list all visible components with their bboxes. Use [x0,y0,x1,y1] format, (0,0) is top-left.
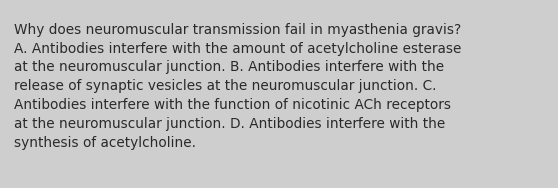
Text: Why does neuromuscular transmission fail in myasthenia gravis?
A. Antibodies int: Why does neuromuscular transmission fail… [14,23,461,150]
